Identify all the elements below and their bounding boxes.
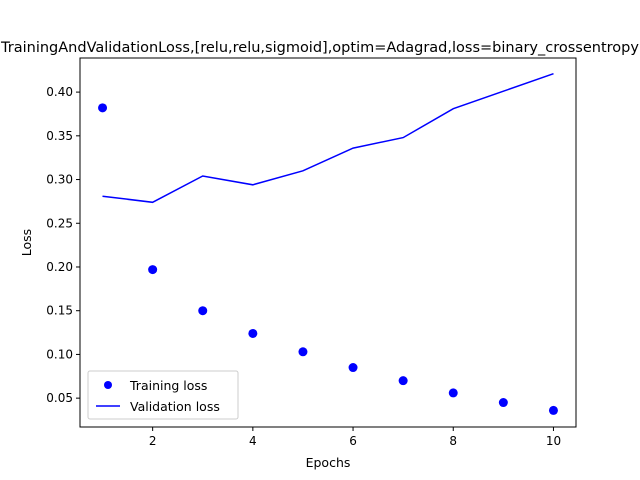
data-point-training-loss: [548, 405, 558, 415]
x-axis: 2 4 6 8 10: [149, 427, 561, 448]
x-tick-label: 4: [249, 434, 257, 448]
legend-box: [87, 370, 239, 420]
data-point-training-loss: [148, 265, 158, 275]
x-tick-label: 2: [149, 434, 157, 448]
x-tick-label: 10: [546, 434, 561, 448]
legend: Training loss Validation loss: [87, 370, 239, 420]
series-line-validation-loss: [102, 72, 554, 204]
y-tick-label: 0.10: [46, 347, 73, 361]
y-tick-label: 0.25: [46, 216, 73, 230]
series-layer: [98, 72, 558, 415]
x-axis-label: Epochs: [306, 455, 351, 470]
y-tick-label: 0.40: [46, 85, 73, 99]
legend-label-validation-loss: Validation loss: [130, 399, 220, 414]
data-point-training-loss: [298, 347, 308, 357]
y-tick-label: 0.15: [46, 304, 73, 318]
data-point-training-loss: [248, 328, 258, 338]
legend-label-training-loss: Training loss: [129, 378, 207, 393]
data-point-training-loss: [448, 388, 458, 398]
data-point-training-loss: [348, 363, 358, 373]
y-axis: 0.05 0.10 0.15 0.20 0.25 0.30 0.35 0.40: [46, 85, 80, 405]
data-point-training-loss: [198, 306, 208, 316]
x-tick-label: 6: [349, 434, 357, 448]
y-axis-label: Loss: [19, 229, 34, 256]
chart-title: TrainingAndValidationLoss,[relu,relu,sig…: [0, 40, 639, 56]
y-tick-label: 0.30: [46, 173, 73, 187]
data-point-training-loss: [498, 398, 508, 408]
x-tick-label: 8: [449, 434, 457, 448]
plot-area: [79, 57, 577, 428]
y-tick-label: 0.05: [46, 391, 73, 405]
data-point-training-loss: [398, 376, 408, 386]
data-point-training-loss: [98, 103, 108, 113]
legend-marker-training-loss: [104, 381, 112, 389]
y-tick-label: 0.35: [46, 129, 73, 143]
plot-frame: [79, 57, 577, 428]
y-tick-label: 0.20: [46, 260, 73, 274]
